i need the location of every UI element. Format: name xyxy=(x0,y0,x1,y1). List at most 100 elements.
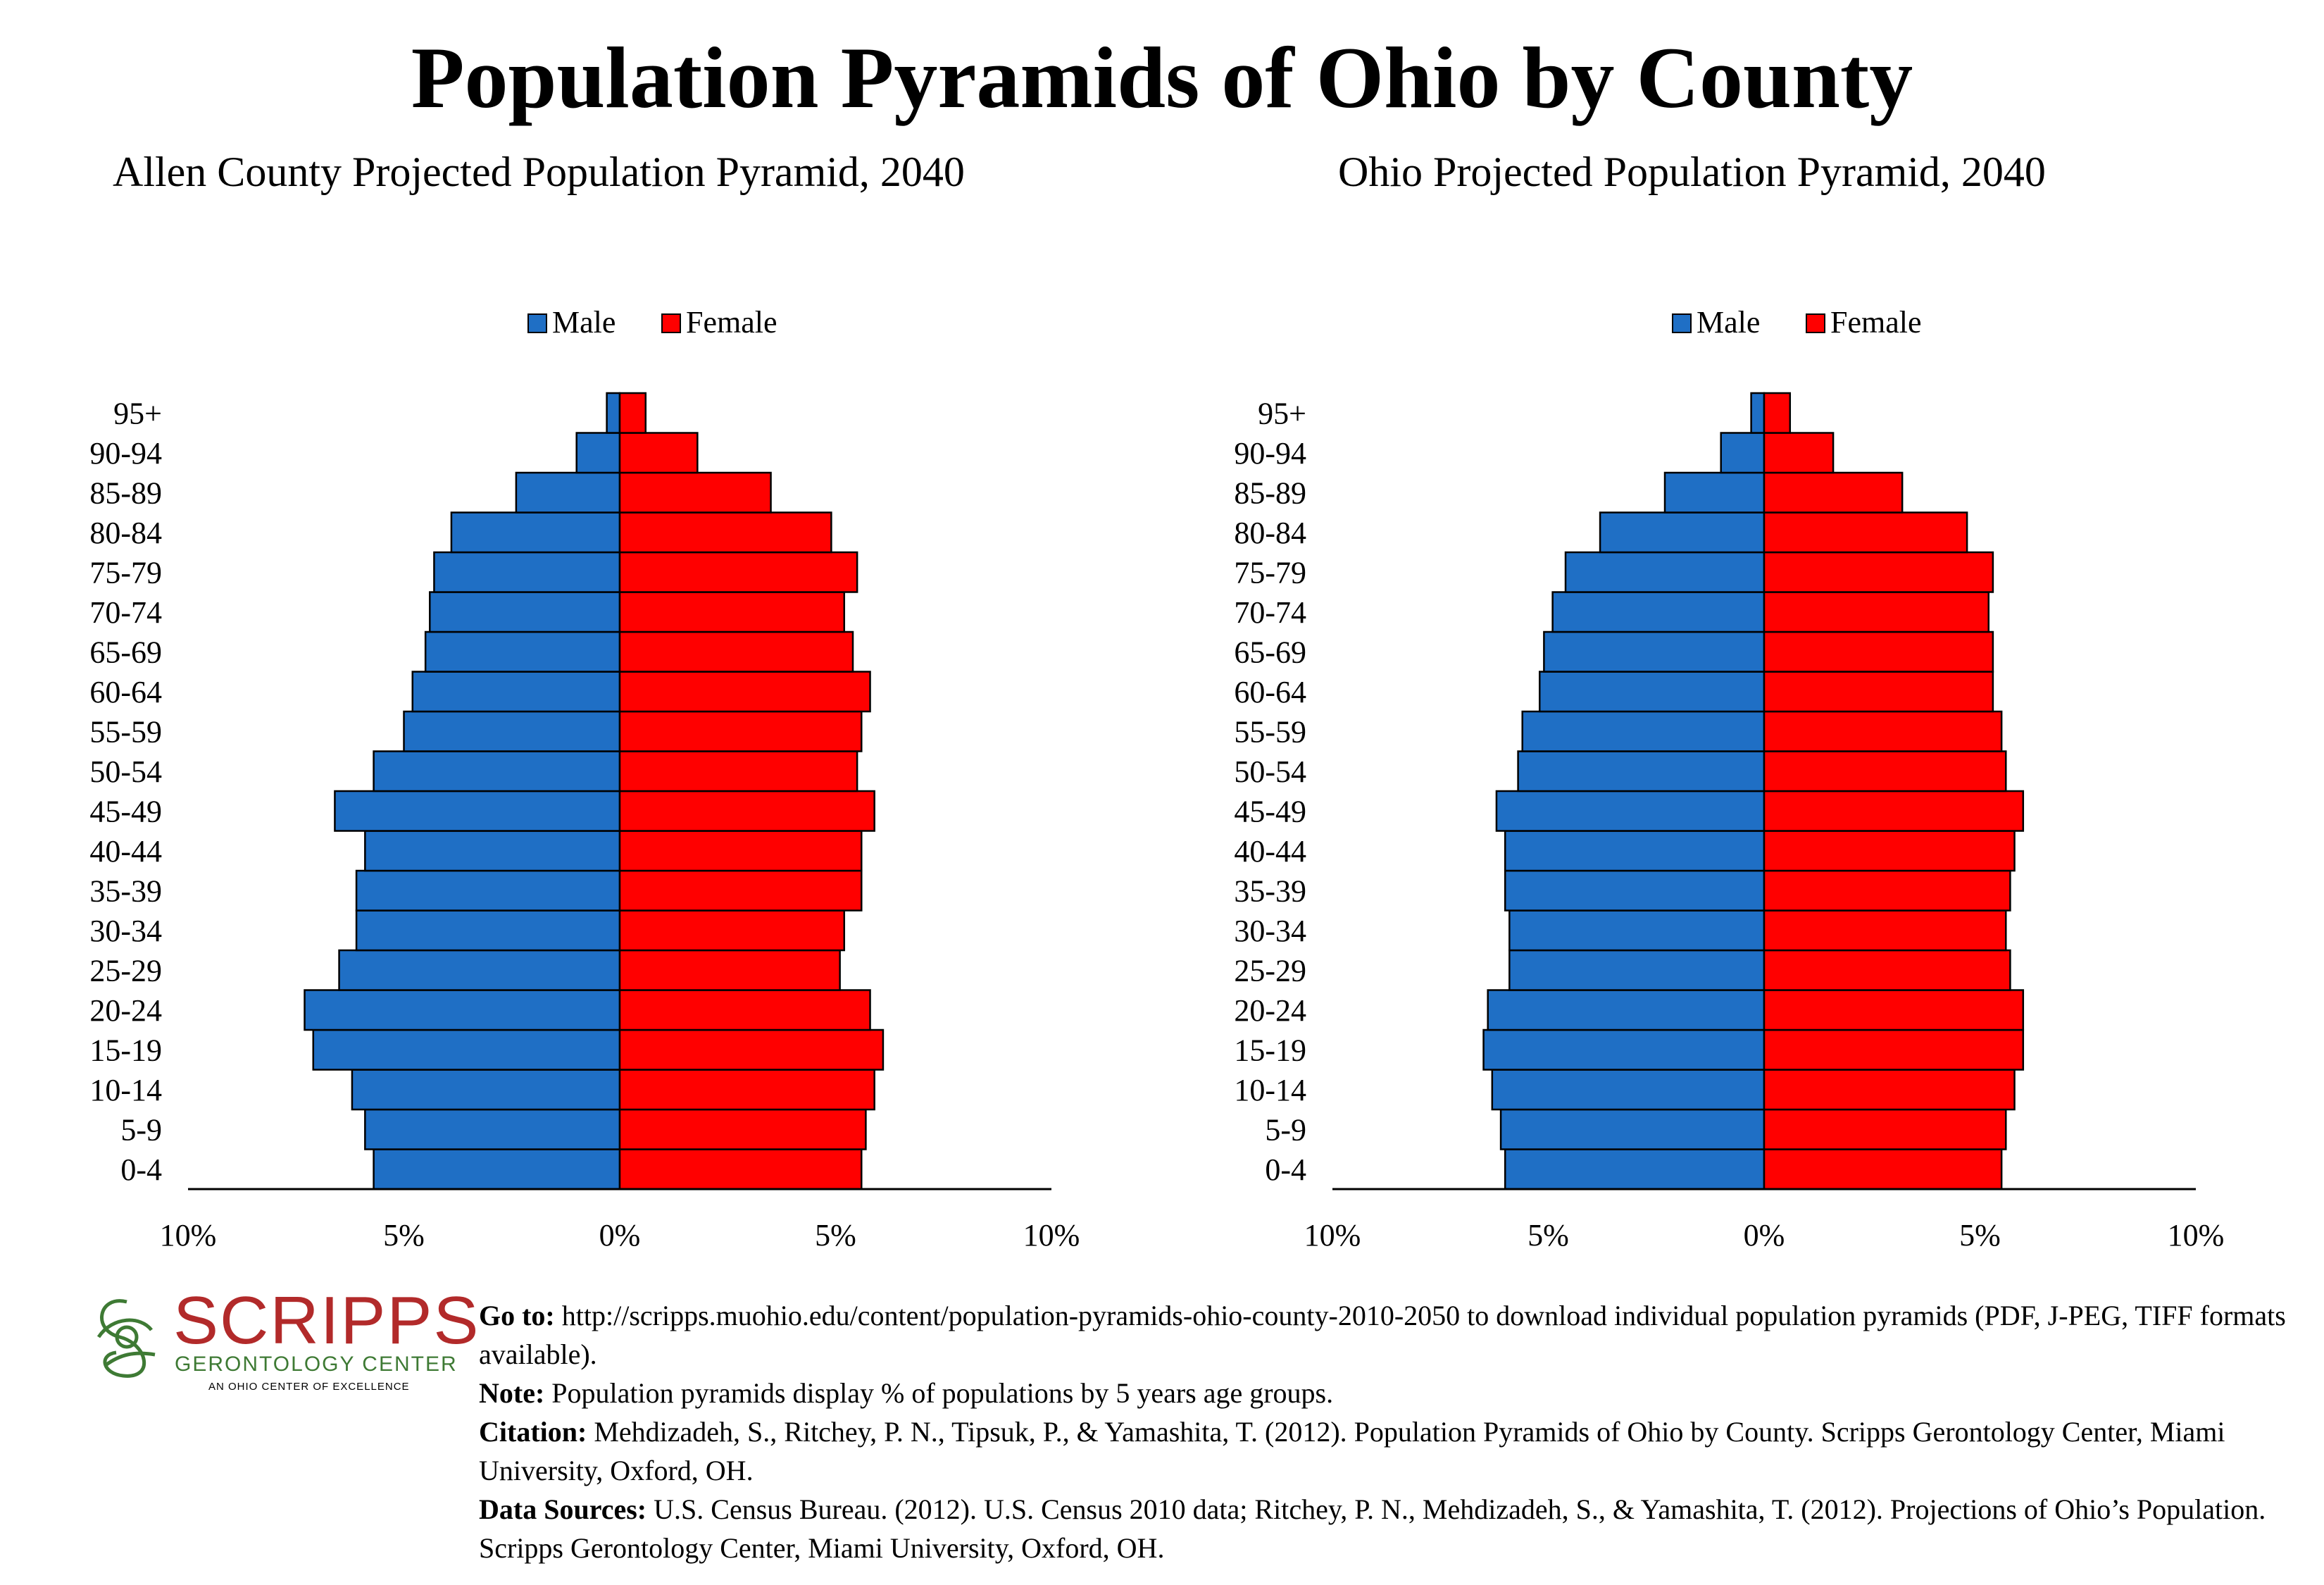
citation-text: Mehdizadeh, S., Ritchey, P. N., Tipsuk, … xyxy=(479,1416,2225,1486)
male-bar-5-9 xyxy=(364,1108,621,1150)
page-title: Population Pyramids of Ohio by County xyxy=(411,30,1913,126)
male-bar-45-49 xyxy=(334,790,621,832)
age-label: 80-84 xyxy=(1234,516,1306,550)
age-label: 85-89 xyxy=(89,476,162,510)
female-bar-70-74 xyxy=(1763,591,1990,633)
age-label: 20-24 xyxy=(89,993,162,1028)
logo-tagline: AN OHIO CENTER OF EXCELLENCE xyxy=(208,1381,410,1393)
male-bar-25-29 xyxy=(1508,949,1766,991)
allen-pyramid-chart: Male Female 0-4 5-9 10-14 15-19 20-24 25-29 30-3… xyxy=(56,282,1183,1268)
male-bar-0-4 xyxy=(1504,1148,1766,1191)
male-bar-55-59 xyxy=(403,710,621,752)
female-bar-10-14 xyxy=(618,1069,875,1111)
age-label: 75-79 xyxy=(89,555,162,590)
male-bar-20-24 xyxy=(1487,989,1766,1031)
x-tick-label: 5% xyxy=(815,1218,856,1253)
age-label: 35-39 xyxy=(1234,874,1306,908)
x-tick-label: 5% xyxy=(1959,1218,2001,1253)
male-bar-60-64 xyxy=(411,671,621,713)
age-label: 10-14 xyxy=(1234,1073,1306,1107)
male-bar-85-89 xyxy=(515,471,621,514)
female-bar-20-24 xyxy=(1763,989,2025,1031)
age-label: 0-4 xyxy=(1265,1152,1306,1187)
age-label: 60-64 xyxy=(1234,675,1306,709)
legend-label-male: Male xyxy=(1697,305,1760,340)
male-bar-85-89 xyxy=(1663,471,1766,514)
age-label: 80-84 xyxy=(89,516,162,550)
x-tick-label: 5% xyxy=(1528,1218,1569,1253)
male-bar-75-79 xyxy=(433,551,621,593)
female-bar-90-94 xyxy=(618,432,699,474)
female-bar-90-94 xyxy=(1763,432,1835,474)
female-bar-40-44 xyxy=(618,830,863,872)
logo-wordmark: SCRIPPS xyxy=(173,1283,480,1358)
female-bar-95+ xyxy=(1763,392,1792,434)
legend-swatch-male xyxy=(527,313,547,333)
male-bar-45-49 xyxy=(1495,790,1766,832)
male-bar-15-19 xyxy=(312,1028,621,1071)
age-label: 30-34 xyxy=(89,914,162,948)
male-bar-30-34 xyxy=(355,909,621,952)
female-bar-25-29 xyxy=(618,949,841,991)
age-label: 35-39 xyxy=(89,874,162,908)
female-bar-0-4 xyxy=(618,1148,863,1191)
citation-line: Citation: Mehdizadeh, S., Ritchey, P. N.… xyxy=(479,1412,2310,1490)
x-tick-label: 10% xyxy=(160,1218,217,1253)
male-bar-15-19 xyxy=(1482,1028,1766,1071)
male-bar-50-54 xyxy=(373,750,621,792)
female-bar-55-59 xyxy=(1763,710,2003,752)
male-bar-80-84 xyxy=(450,511,621,554)
legend-swatch-female xyxy=(661,313,681,333)
x-tick-label: 10% xyxy=(1023,1218,1080,1253)
age-label: 15-19 xyxy=(89,1033,162,1067)
sources-text: U.S. Census Bureau. (2012). U.S. Census … xyxy=(479,1493,2266,1564)
male-bar-25-29 xyxy=(338,949,621,991)
legend-label-male: Male xyxy=(552,305,616,340)
citation-label: Citation: xyxy=(479,1416,587,1448)
age-label: 25-29 xyxy=(89,953,162,988)
female-bar-85-89 xyxy=(618,471,772,514)
male-bar-20-24 xyxy=(304,989,621,1031)
male-bar-5-9 xyxy=(1499,1108,1766,1150)
note-line: Note: Population pyramids display % of p… xyxy=(479,1374,2310,1412)
goto-label: Go to: xyxy=(479,1300,555,1331)
age-label: 95+ xyxy=(113,396,162,430)
age-label: 60-64 xyxy=(89,675,162,709)
male-bar-60-64 xyxy=(1538,671,1766,713)
sources-line: Data Sources: U.S. Census Bureau. (2012)… xyxy=(479,1490,2310,1567)
female-bar-65-69 xyxy=(1763,630,1994,673)
age-label: 25-29 xyxy=(1234,953,1306,988)
male-bar-95+ xyxy=(606,392,621,434)
x-tick-label: 10% xyxy=(1304,1218,1361,1253)
female-bar-80-84 xyxy=(618,511,832,554)
male-bar-10-14 xyxy=(1491,1069,1766,1111)
legend: Male Female xyxy=(1672,305,1922,340)
male-bar-90-94 xyxy=(1720,432,1766,474)
age-label: 75-79 xyxy=(1234,555,1306,590)
male-bar-70-74 xyxy=(429,591,621,633)
male-bar-65-69 xyxy=(424,630,621,673)
age-label: 50-54 xyxy=(1234,754,1306,789)
male-bar-70-74 xyxy=(1551,591,1766,633)
age-label: 85-89 xyxy=(1234,476,1306,510)
note-text: Population pyramids display % of populat… xyxy=(544,1377,1334,1409)
legend-label-female: Female xyxy=(686,305,777,340)
female-bar-30-34 xyxy=(1763,909,2007,952)
age-label: 55-59 xyxy=(89,714,162,749)
age-label: 70-74 xyxy=(89,595,162,630)
male-bar-35-39 xyxy=(355,869,621,912)
female-bar-65-69 xyxy=(618,630,854,673)
female-bar-80-84 xyxy=(1763,511,1968,554)
age-label: 65-69 xyxy=(89,635,162,669)
female-bar-5-9 xyxy=(1763,1108,2007,1150)
x-tick-label: 0% xyxy=(599,1218,641,1253)
age-label: 45-49 xyxy=(1234,794,1306,828)
allen-chart-title: Allen County Projected Population Pyrami… xyxy=(113,149,965,195)
x-tick-label: 10% xyxy=(2168,1218,2225,1253)
female-bar-75-79 xyxy=(1763,551,1994,593)
age-label: 90-94 xyxy=(89,436,162,471)
age-label: 20-24 xyxy=(1234,993,1306,1028)
female-bar-45-49 xyxy=(1763,790,2025,832)
age-label: 5-9 xyxy=(120,1112,162,1147)
female-bar-35-39 xyxy=(618,869,863,912)
